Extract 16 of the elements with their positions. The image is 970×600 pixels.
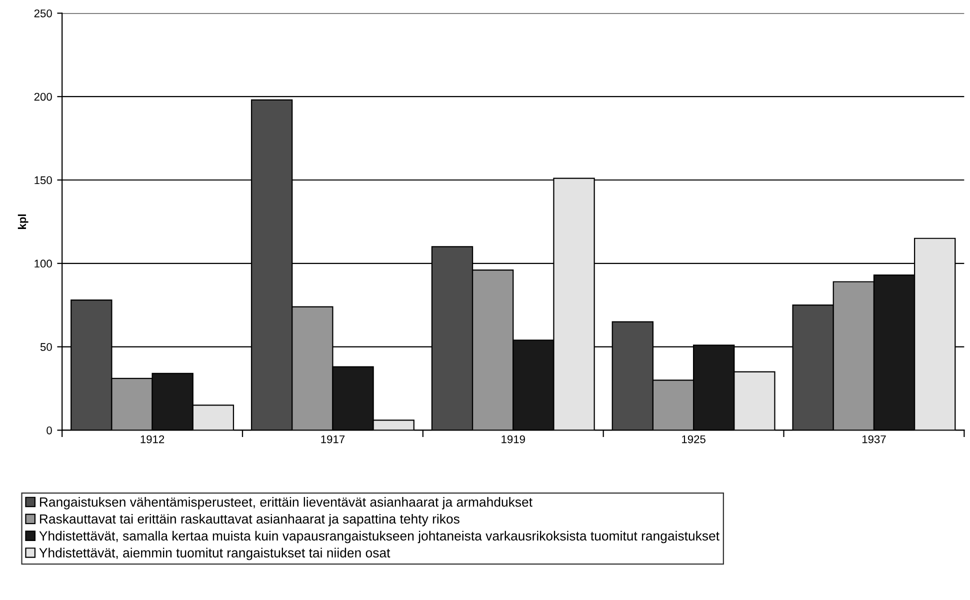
legend-label: Rangaistuksen vähentämisperusteet, erittäin lieventävät asianhaarat ja armahdukset: [40, 497, 532, 510]
y-axis-title: kpl: [18, 214, 28, 229]
x-tick-label: 1917: [321, 435, 345, 444]
y-tick-label: 100: [34, 260, 52, 268]
x-tick-label: 1919: [502, 435, 525, 444]
y-tick-label: 200: [34, 92, 52, 101]
y-tick-label: 250: [34, 9, 52, 18]
legend-label: Yhdistettävät, samalla kertaa muista kuin vapausrangaistukseen johtaneista varkausrikoksista tuomitut rangaistukset: [39, 530, 720, 544]
y-tick-label: 50: [40, 343, 52, 351]
y-tick-label: 0: [46, 426, 52, 434]
x-tick-label: 1937: [862, 435, 886, 444]
legend-label: Yhdistettävät, aiemmin tuomitut rangaistukset tai niiden osat: [39, 548, 390, 560]
y-tick-label: 150: [34, 176, 52, 184]
legend-label: Raskauttavat tai erittäin raskauttavat asianhaarat ja sapattina tehty rikos: [40, 514, 460, 526]
x-tick-label: 1912: [140, 435, 164, 444]
x-tick-label: 1925: [682, 435, 706, 444]
